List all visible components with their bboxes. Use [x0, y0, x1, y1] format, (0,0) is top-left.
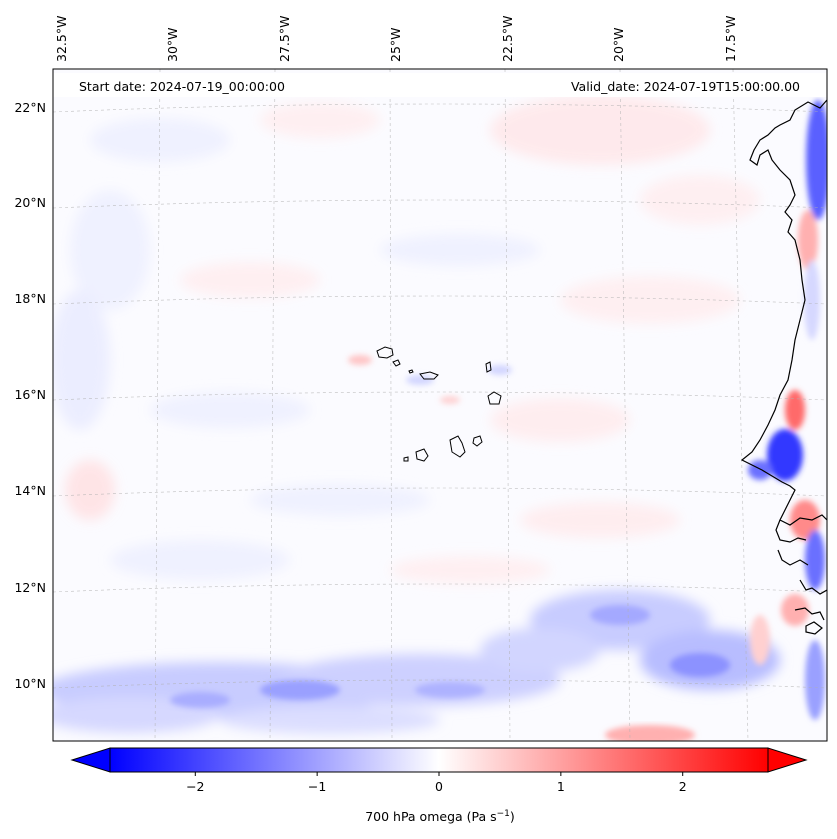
lon-label-17-5w: 17.5°W [723, 16, 738, 62]
colorbar-min-extend [70, 747, 111, 773]
colorbar-tick-label: 0 [435, 779, 443, 794]
longitude-labels: 32.5°W 30°W 27.5°W 25°W 22.5°W 20°W 17.5… [54, 16, 738, 62]
lat-label-22n: 22°N [14, 100, 46, 115]
latitude-labels: 22°N 20°N 18°N 16°N 14°N 12°N 10°N [14, 100, 46, 691]
map-frame [52, 68, 828, 742]
colorbar-ticks: −2 −1 0 1 2 [186, 772, 687, 794]
lon-label-30w: 30°W [165, 27, 180, 62]
colorbar-tick-label: 1 [557, 779, 565, 794]
lat-label-14n: 14°N [14, 483, 46, 498]
lon-label-25w: 25°W [388, 27, 403, 62]
valid-date-label: Valid_date: 2024-07-19T15:00:00.00 [571, 79, 800, 94]
colorbar-max-extend [767, 747, 808, 773]
colorbar-label-exponent: −1 [497, 809, 510, 819]
colorbar-tick-label: −2 [186, 779, 204, 794]
colorbar-tick-label: −1 [308, 779, 326, 794]
colorbar-label-suffix: ) [510, 809, 515, 824]
lon-label-27-5w: 27.5°W [277, 16, 292, 62]
colorbar-label-prefix: 700 hPa omega (Pa s [365, 809, 496, 824]
map-panel: Start date: 2024-07-19_00:00:00 Valid_da… [14, 16, 828, 742]
colorbar-label: 700 hPa omega (Pa s−1) [365, 809, 515, 824]
colorbar-gradient [109, 747, 769, 773]
african-coastline [740, 99, 827, 635]
lat-label-10n: 10°N [14, 676, 46, 691]
lon-label-22-5w: 22.5°W [500, 16, 515, 62]
omega-field [53, 69, 827, 741]
lon-label-20w: 20°W [611, 27, 626, 62]
colorbar: −2 −1 0 1 2 700 hPa omega (Pa s−1) [70, 747, 808, 824]
start-date-label: Start date: 2024-07-19_00:00:00 [79, 79, 285, 94]
lat-label-18n: 18°N [14, 291, 46, 306]
lat-label-16n: 16°N [14, 387, 46, 402]
colorbar-tick-label: 2 [679, 779, 687, 794]
cape-verde-islands [376, 346, 502, 462]
header-strip [53, 73, 827, 97]
lat-label-20n: 20°N [14, 195, 46, 210]
lat-label-12n: 12°N [14, 580, 46, 595]
lon-label-32-5w: 32.5°W [54, 16, 69, 62]
graticule [53, 69, 827, 741]
